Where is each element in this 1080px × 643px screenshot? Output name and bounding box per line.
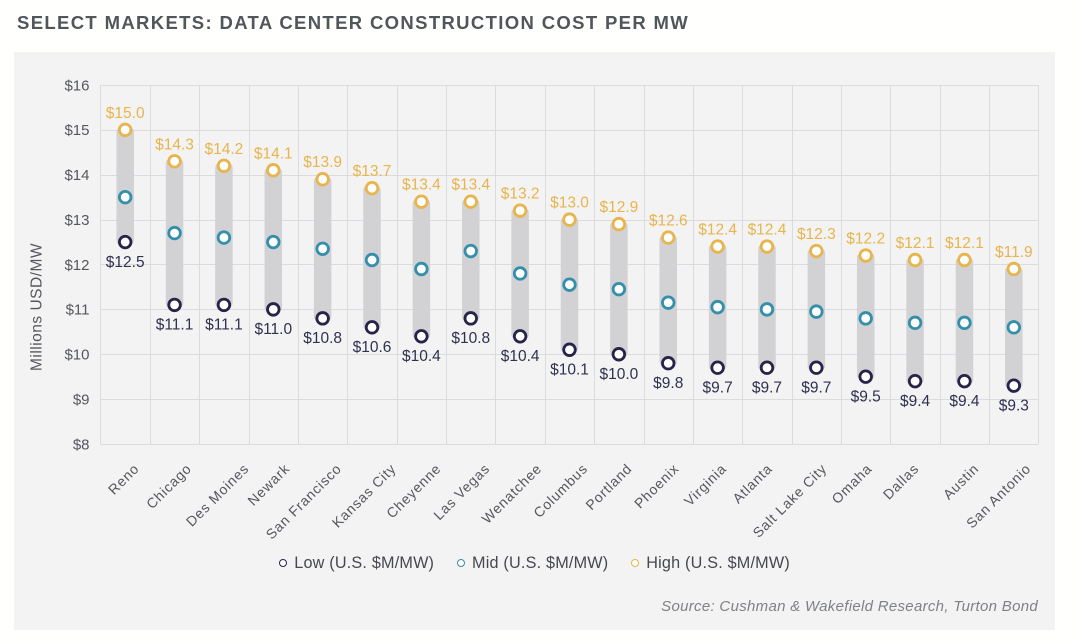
svg-text:$9.4: $9.4: [949, 393, 980, 410]
svg-text:$10.1: $10.1: [550, 362, 589, 379]
svg-text:$11.1: $11.1: [205, 317, 243, 334]
svg-text:$14: $14: [64, 167, 89, 184]
svg-text:$12.4: $12.4: [748, 222, 787, 239]
svg-text:$12.6: $12.6: [649, 213, 688, 230]
svg-text:$12.2: $12.2: [846, 231, 885, 248]
svg-text:$9.4: $9.4: [900, 393, 931, 410]
svg-text:$9.7: $9.7: [703, 380, 733, 397]
svg-text:$10.6: $10.6: [353, 339, 392, 356]
svg-text:$12.5: $12.5: [106, 254, 145, 271]
svg-text:$9.5: $9.5: [851, 388, 881, 405]
svg-text:$9.3: $9.3: [999, 397, 1029, 414]
svg-text:$9.8: $9.8: [653, 375, 683, 392]
svg-text:$12.9: $12.9: [599, 199, 638, 216]
svg-text:$10.4: $10.4: [402, 348, 441, 365]
svg-text:$10.4: $10.4: [501, 348, 540, 365]
svg-text:$14.3: $14.3: [155, 136, 194, 153]
svg-text:$13.7: $13.7: [353, 163, 392, 180]
svg-text:$10.8: $10.8: [451, 330, 490, 347]
svg-text:$13: $13: [64, 212, 89, 229]
svg-text:$13.2: $13.2: [501, 186, 540, 203]
svg-text:$13.4: $13.4: [402, 177, 441, 194]
svg-text:$14.2: $14.2: [205, 141, 244, 158]
svg-text:$12.1: $12.1: [896, 235, 935, 252]
svg-text:$11: $11: [66, 302, 90, 319]
svg-text:$10.0: $10.0: [599, 366, 638, 383]
svg-text:$12.3: $12.3: [797, 226, 836, 243]
svg-text:$11.9: $11.9: [995, 244, 1033, 261]
svg-text:$13.9: $13.9: [303, 154, 342, 171]
svg-text:$12.1: $12.1: [945, 235, 984, 252]
svg-text:$13.0: $13.0: [550, 195, 589, 212]
svg-text:$11.1: $11.1: [156, 317, 194, 334]
svg-text:$12: $12: [64, 257, 89, 274]
svg-text:$9.7: $9.7: [752, 380, 782, 397]
svg-text:$9.7: $9.7: [801, 380, 831, 397]
svg-text:$14.1: $14.1: [254, 145, 293, 162]
svg-text:$16: $16: [64, 77, 89, 94]
svg-text:$10: $10: [64, 347, 89, 364]
svg-text:$10.8: $10.8: [303, 330, 342, 347]
svg-text:$8: $8: [73, 436, 90, 453]
svg-text:$11.0: $11.0: [254, 321, 292, 338]
svg-text:Millions USD/MW: Millions USD/MW: [29, 243, 46, 371]
svg-text:$15.0: $15.0: [106, 105, 145, 122]
svg-text:$9: $9: [73, 391, 90, 408]
svg-text:$13.4: $13.4: [451, 177, 490, 194]
svg-text:$12.4: $12.4: [698, 222, 737, 239]
svg-text:$15: $15: [64, 122, 89, 139]
